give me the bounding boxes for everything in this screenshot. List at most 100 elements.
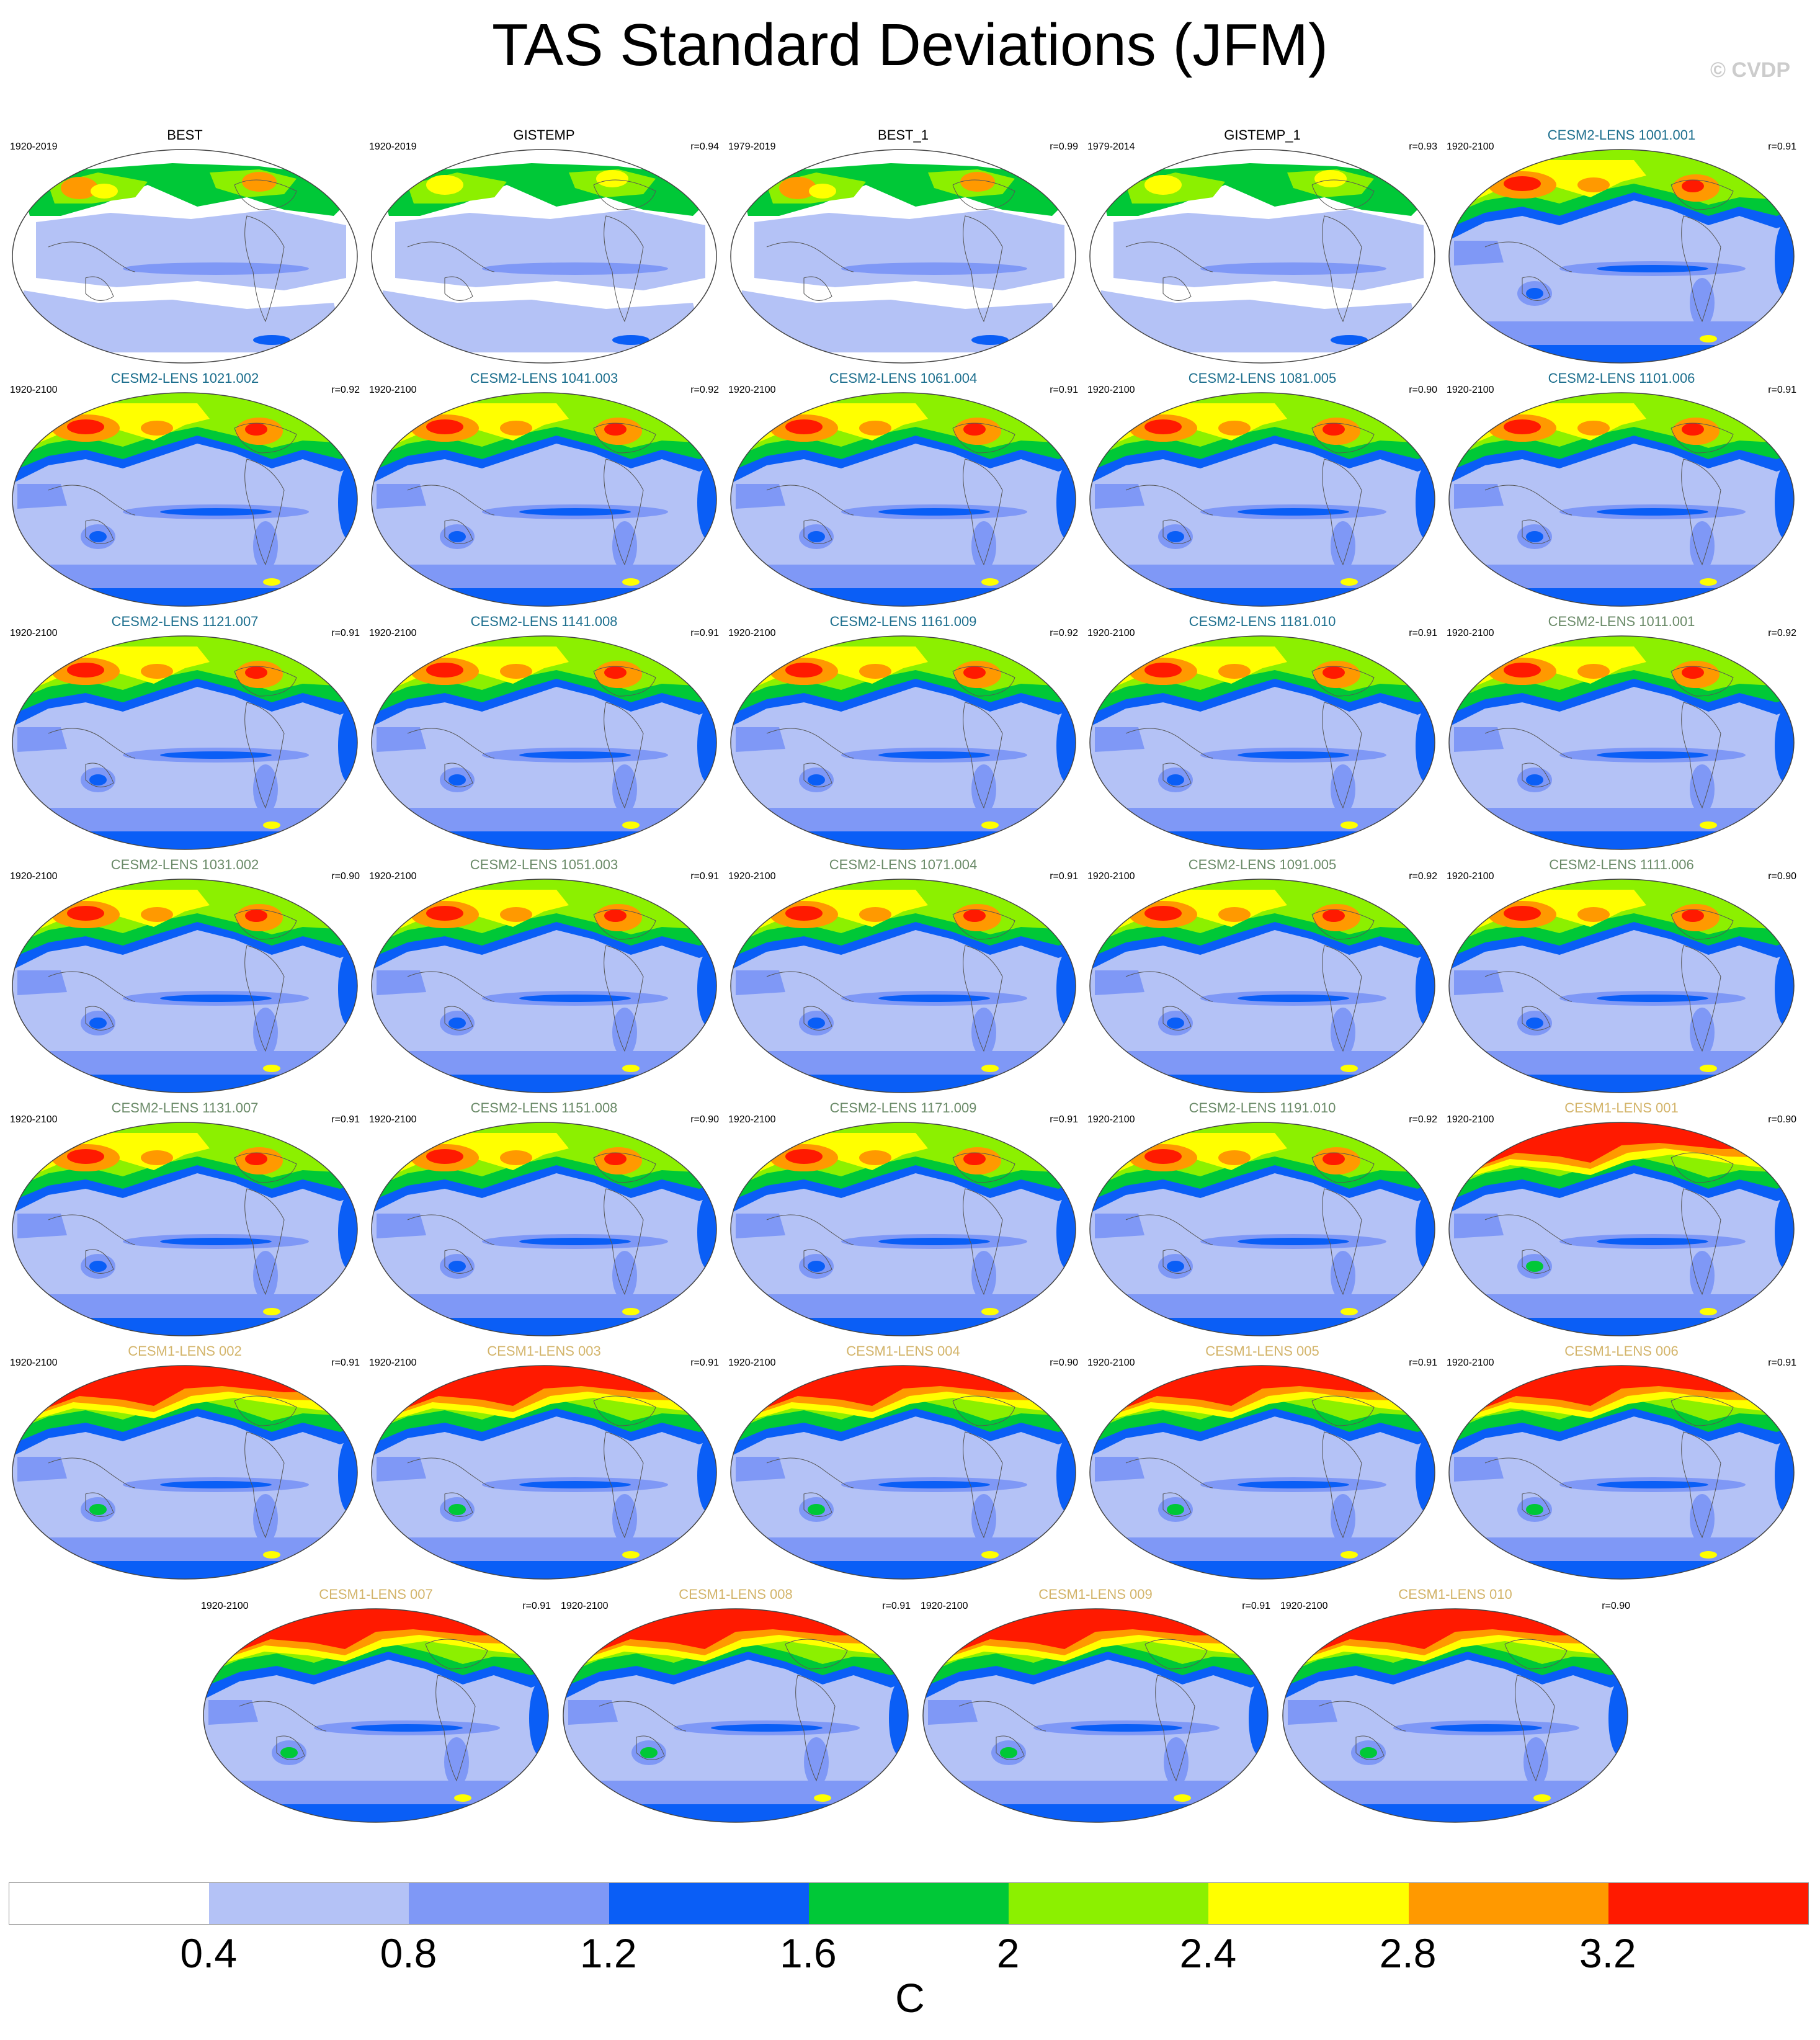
coastline-outline	[407, 423, 656, 566]
map-plot	[12, 149, 358, 364]
antarctic-band	[12, 1561, 357, 1579]
panel-title: CESM2-LENS 1111.006	[1549, 857, 1694, 872]
australia-core	[1167, 1504, 1184, 1515]
antarctic-yellow-spot	[1340, 1065, 1358, 1072]
panel-title: CESM2-LENS 1181.010	[1189, 614, 1336, 629]
enso-core	[878, 1481, 990, 1488]
panel-period: 1920-2100	[10, 628, 58, 638]
panel-period: 1920-2100	[1447, 628, 1494, 638]
antarctic-band	[1449, 1075, 1794, 1093]
eurasia-yellow-patch	[809, 184, 836, 199]
bering-orange	[1577, 664, 1610, 679]
panel-title: GISTEMP_1	[1224, 127, 1301, 143]
africa-edge-region	[568, 1700, 618, 1725]
antarctic-band	[203, 1804, 548, 1822]
colorbar-swatch	[1208, 1883, 1409, 1924]
enso-core	[1238, 1481, 1349, 1488]
enso-core	[160, 751, 272, 759]
panel-pattern-correlation: r=0.92	[690, 385, 719, 395]
map-plot	[1448, 149, 1795, 364]
panel-period: 1920-2100	[10, 1114, 58, 1125]
panel-period: 1920-2100	[369, 628, 417, 638]
panel-period: 1920-2100	[728, 871, 776, 882]
panel-title: CESM2-LENS 1091.005	[1188, 857, 1337, 872]
africa-edge-region	[928, 1700, 978, 1725]
antarctic-yellow-spot	[1174, 1794, 1191, 1802]
panel-pattern-correlation: r=0.91	[331, 1114, 360, 1125]
south-america-region	[1690, 1251, 1715, 1300]
south-america-region	[253, 1008, 278, 1057]
enso-core	[878, 1238, 990, 1245]
australia-core	[1526, 1261, 1543, 1272]
australia-core	[1526, 774, 1543, 785]
map-plot	[1448, 392, 1795, 607]
map-panel: CESM2-LENS 1181.010 1920-2100 r=0.91	[1082, 614, 1442, 854]
map-border	[12, 635, 358, 850]
canada-red	[1682, 423, 1704, 436]
siberia-red	[1504, 419, 1541, 434]
siberia-red	[1144, 419, 1182, 434]
bering-orange	[1218, 1150, 1251, 1165]
panel-title: CESM1-LENS 007	[319, 1586, 433, 1602]
map-border	[1089, 149, 1435, 364]
enso-core	[1238, 1238, 1349, 1245]
africa-edge-region	[736, 727, 785, 752]
africa-edge-region	[1454, 241, 1504, 266]
antarctic-patch	[1331, 335, 1368, 345]
south-america-region	[1690, 1494, 1715, 1544]
bering-orange	[141, 664, 173, 679]
siberia-red	[785, 906, 823, 921]
map-plot	[730, 392, 1076, 607]
enso-core	[1597, 265, 1708, 272]
panel-pattern-correlation: r=0.91	[331, 1358, 360, 1368]
colorbar-swatch	[9, 1883, 210, 1924]
map-panel: CESM2-LENS 1081.005 1920-2100 r=0.90	[1082, 371, 1442, 611]
siberia-red	[1504, 663, 1541, 678]
map-border	[12, 149, 358, 364]
antarctic-yellow-spot	[622, 1308, 640, 1315]
coastline-outline	[766, 1152, 1015, 1295]
coastline-outline	[1125, 179, 1375, 323]
panel-period: 1920-2100	[561, 1601, 609, 1611]
canada-red	[245, 666, 267, 679]
map-border	[1089, 635, 1435, 850]
bering-orange	[1218, 907, 1251, 922]
south-america-region	[1331, 764, 1355, 814]
enso-core	[160, 995, 272, 1002]
panel-title: CESM2-LENS 1161.009	[829, 614, 977, 629]
coastline-outline	[766, 1395, 1015, 1539]
panel-period: 1920-2100	[1447, 141, 1494, 152]
africa-edge-region	[17, 970, 67, 995]
panel-title: CESM2-LENS 1101.006	[1548, 370, 1695, 386]
africa-edge-region	[377, 1457, 426, 1482]
enso-core	[1597, 1481, 1708, 1488]
map-panel: CESM1-LENS 005 1920-2100 r=0.91	[1082, 1344, 1442, 1583]
panel-title: BEST	[167, 127, 203, 143]
map-border	[371, 1365, 717, 1580]
coastline-outline	[48, 1152, 297, 1295]
australia-core	[448, 774, 466, 785]
map-border	[730, 635, 1076, 850]
enso-core	[1430, 1724, 1542, 1732]
australia-core	[808, 1261, 825, 1272]
panel-pattern-correlation: r=0.92	[1050, 628, 1078, 638]
panel-title: CESM2-LENS 1041.003	[470, 370, 618, 386]
map-border	[371, 879, 717, 1093]
map-plot	[1089, 879, 1435, 1093]
panel-period: 1920-2019	[369, 141, 417, 152]
map-panel: GISTEMP 1920-2019 r=0.94	[364, 128, 724, 367]
panel-pattern-correlation: r=0.90	[1409, 385, 1437, 395]
enso-core	[1597, 508, 1708, 516]
panel-pattern-correlation: r=0.90	[690, 1114, 719, 1125]
panel-title: CESM2-LENS 1151.008	[470, 1100, 618, 1116]
panel-period: 1920-2100	[10, 385, 58, 395]
africa-edge-region	[17, 727, 67, 752]
map-plot	[12, 635, 358, 850]
panel-period: 1920-2100	[728, 385, 776, 395]
coastline-outline	[407, 1152, 656, 1295]
canada-red	[963, 423, 986, 436]
map-plot	[12, 879, 358, 1093]
canada-red	[1323, 423, 1345, 436]
australia-core	[1167, 1018, 1184, 1029]
map-border	[203, 1608, 549, 1823]
